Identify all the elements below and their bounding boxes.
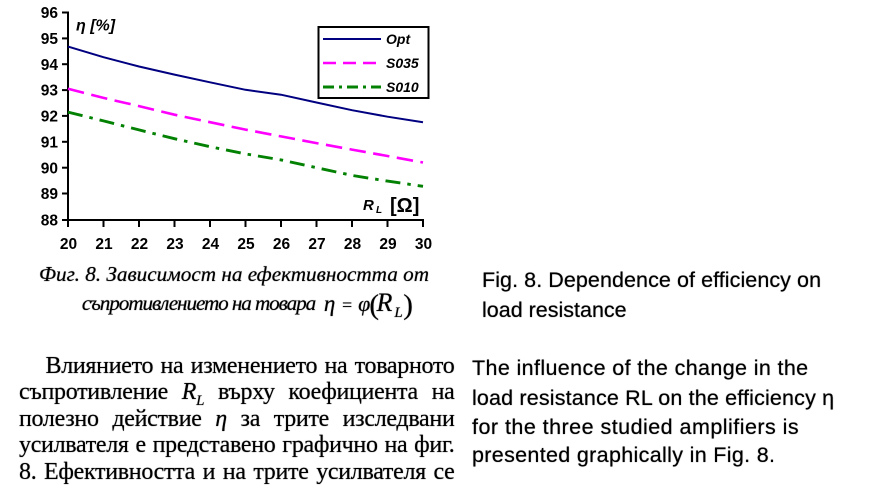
svg-text:29: 29 <box>379 236 397 253</box>
svg-text:21: 21 <box>95 236 113 253</box>
svg-text:89: 89 <box>41 186 59 203</box>
svg-text:26: 26 <box>273 236 291 253</box>
svg-text:92: 92 <box>41 109 58 126</box>
svg-text:[Ω]: [Ω] <box>390 195 419 217</box>
svg-text:Opt: Opt <box>386 31 411 47</box>
svg-text:95: 95 <box>41 31 59 48</box>
svg-text:22: 22 <box>131 236 148 253</box>
svg-text:R: R <box>363 197 374 214</box>
svg-text:20: 20 <box>60 236 77 253</box>
svg-text:24: 24 <box>202 236 220 253</box>
svg-text:90: 90 <box>41 160 58 177</box>
svg-text:96: 96 <box>41 5 59 22</box>
svg-text:S035: S035 <box>386 55 419 71</box>
svg-text:28: 28 <box>344 236 362 253</box>
svg-text:25: 25 <box>237 236 255 253</box>
svg-text:η [%]: η [%] <box>76 18 116 35</box>
svg-text:23: 23 <box>166 236 184 253</box>
svg-text:S010: S010 <box>386 79 419 95</box>
svg-text:94: 94 <box>41 57 59 74</box>
svg-text:30: 30 <box>415 236 432 253</box>
svg-text:91: 91 <box>41 134 59 151</box>
svg-text:93: 93 <box>41 83 59 100</box>
svg-text:L: L <box>376 205 382 216</box>
svg-text:27: 27 <box>308 236 325 253</box>
svg-text:88: 88 <box>41 213 59 230</box>
